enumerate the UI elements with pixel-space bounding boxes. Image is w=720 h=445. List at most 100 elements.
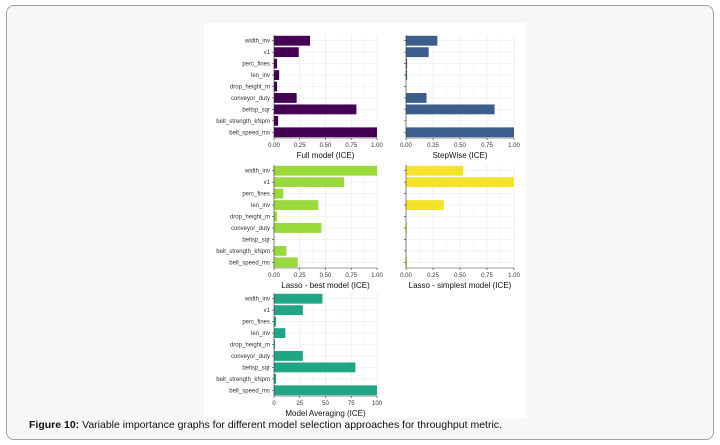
figure-caption: Figure 10: Variable importance graphs fo… — [29, 419, 709, 431]
x-axis-title: StepWise (ICE) — [432, 151, 487, 160]
y-tick-label-perc-fines: perc_fines — [242, 320, 270, 326]
y-tick-label-beltsp-sqr: beltsp_sqr — [242, 107, 270, 113]
bar-perc-fines — [274, 316, 277, 327]
bar-drop-height-m — [274, 211, 278, 222]
bar-conveyor-duty — [274, 93, 297, 103]
y-tick-label-conveyor-duty: conveyor_duty — [231, 354, 270, 360]
x-tick-label: 0.50 — [454, 273, 466, 279]
x-tick-label: 0.50 — [454, 143, 466, 149]
bar-drop-height-m — [274, 81, 278, 92]
x-tick-label: 1.00 — [508, 143, 520, 149]
bar-width-inv — [406, 35, 438, 46]
bar-width-inv — [274, 165, 377, 176]
bar-beltsp-sqr — [406, 104, 495, 115]
x-axis-title: Lasso - simplest model (ICE) — [409, 281, 512, 290]
x-tick-label: 0.25 — [294, 143, 306, 149]
x-tick-label: 100 — [372, 401, 383, 407]
y-tick-label-drop-height-m: drop_height_m — [230, 85, 270, 91]
bar-belt-speed-ms — [406, 257, 408, 268]
y-tick-label-belt-speed-ms: belt_speed_ms — [229, 130, 270, 136]
x-tick-label: 0.25 — [427, 143, 439, 149]
x-axis-title: Lasso - best model (ICE) — [281, 281, 370, 290]
bar-len-inv — [274, 328, 286, 338]
x-tick-label: 0.75 — [345, 143, 357, 149]
x-tick-label: 0.75 — [481, 143, 493, 149]
bar-len-inv — [406, 200, 444, 210]
x-tick-label: 0.00 — [400, 143, 412, 149]
bar-conveyor-duty — [406, 93, 427, 103]
y-tick-label-drop-height-m: drop_height_m — [230, 343, 270, 349]
bar-beltsp-sqr — [274, 104, 357, 115]
bar-belt-strength-kNpm — [274, 373, 277, 384]
figure-plot-area: width_inv v1 perc_fines len_inv drop_height_… — [204, 23, 526, 418]
x-tick-label: 50 — [322, 401, 329, 407]
y-tick-label-v1: v1 — [264, 180, 271, 186]
x-tick-label: 0.25 — [427, 273, 439, 279]
y-tick-label-beltsp-sqr: beltsp_sqr — [242, 365, 270, 371]
x-tick-label: 0.75 — [481, 273, 493, 279]
y-tick-label-width-inv: width_inv — [244, 169, 270, 175]
caption-text: Variable importance graphs for different… — [79, 419, 502, 431]
y-tick-label-belt-strength-kNpm: belt_strength_kNpm — [216, 377, 270, 383]
bar-beltsp-sqr — [274, 362, 356, 373]
x-tick-label: 1.00 — [371, 273, 383, 279]
y-tick-label-width-inv: width_inv — [244, 39, 270, 45]
bar-drop-height-m — [274, 339, 276, 350]
bar-len-inv — [406, 70, 408, 80]
y-tick-label-conveyor-duty: conveyor_duty — [231, 96, 270, 102]
x-axis-title: Full model (ICE) — [297, 151, 355, 160]
bar-width-inv — [406, 165, 464, 176]
bar-v1 — [406, 47, 429, 58]
bar-belt-strength-kNpm — [274, 115, 279, 126]
bar-perc-fines — [274, 188, 284, 199]
x-tick-label: 1.00 — [371, 143, 383, 149]
y-tick-label-belt-strength-kNpm: belt_strength_kNpm — [216, 249, 270, 255]
bar-width-inv — [274, 35, 311, 46]
x-tick-label: 0.50 — [320, 143, 332, 149]
y-tick-label-perc-fines: perc_fines — [242, 192, 270, 198]
bar-conveyor-duty — [274, 223, 322, 233]
x-tick-label: 1.00 — [508, 273, 520, 279]
y-tick-label-belt-speed-ms: belt_speed_ms — [229, 260, 270, 266]
bar-conveyor-duty — [406, 223, 408, 233]
caption-label: Figure 10: — [29, 419, 80, 431]
x-axis-title: Model Averaging (ICE) — [285, 409, 366, 418]
bar-v1 — [274, 177, 345, 188]
x-tick-label: 0.00 — [400, 273, 412, 279]
x-tick-label: 0.00 — [268, 143, 280, 149]
y-tick-label-drop-height-m: drop_height_m — [230, 215, 270, 221]
y-tick-label-conveyor-duty: conveyor_duty — [231, 226, 270, 232]
y-tick-label-beltsp-sqr: beltsp_sqr — [242, 237, 270, 243]
y-tick-label-perc-fines: perc_fines — [242, 62, 270, 68]
bar-v1 — [406, 177, 514, 188]
y-tick-label-v1: v1 — [264, 308, 271, 314]
bar-perc-fines — [274, 58, 278, 69]
variable-importance-charts: width_inv v1 perc_fines len_inv drop_height_… — [216, 35, 520, 418]
figure-frame: width_inv v1 perc_fines len_inv drop_height_… — [6, 5, 714, 440]
bar-len-inv — [274, 200, 319, 210]
bar-len-inv — [274, 70, 280, 80]
x-tick-label: 0.50 — [320, 273, 332, 279]
y-tick-label-len-inv: len_inv — [251, 73, 270, 79]
y-tick-label-belt-speed-ms: belt_speed_ms — [229, 388, 270, 394]
bar-belt-strength-kNpm — [274, 245, 287, 256]
bar-belt-speed-ms — [406, 127, 514, 138]
y-tick-label-len-inv: len_inv — [251, 203, 270, 209]
x-tick-label: 0.75 — [345, 273, 357, 279]
y-tick-label-belt-strength-kNpm: belt_strength_kNpm — [216, 119, 270, 125]
x-tick-label: 0.00 — [268, 273, 280, 279]
bar-v1 — [274, 47, 299, 58]
bar-belt-speed-ms — [274, 127, 377, 138]
bar-conveyor-duty — [274, 351, 303, 361]
bar-perc-fines — [406, 58, 408, 69]
bar-belt-speed-ms — [274, 257, 298, 268]
x-tick-label: 25 — [296, 401, 303, 407]
x-tick-label: 0 — [272, 401, 276, 407]
y-tick-label-width-inv: width_inv — [244, 297, 270, 303]
x-tick-label: 75 — [348, 401, 355, 407]
bar-v1 — [274, 305, 303, 316]
y-tick-label-v1: v1 — [264, 50, 271, 56]
x-tick-label: 0.25 — [294, 273, 306, 279]
bar-belt-speed-ms — [274, 385, 377, 396]
y-tick-label-len-inv: len_inv — [251, 331, 270, 337]
